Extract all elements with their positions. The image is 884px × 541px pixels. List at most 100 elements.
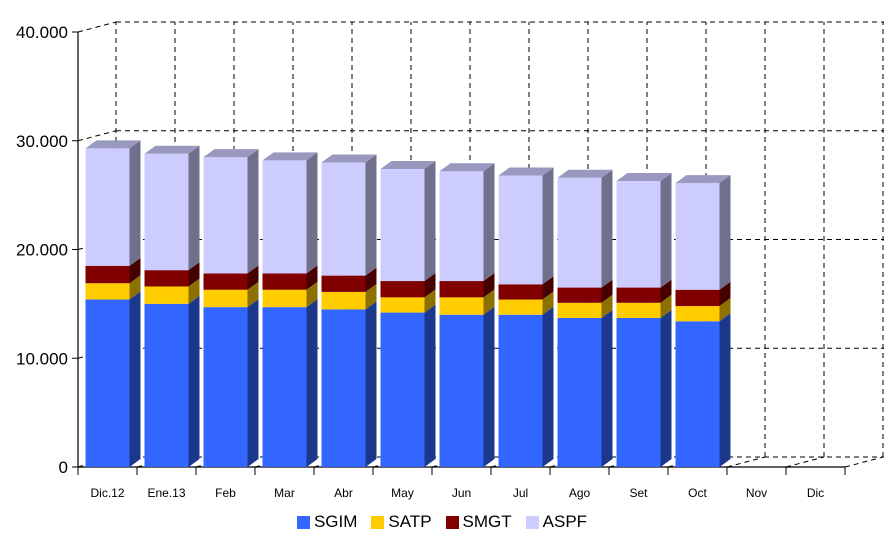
x-tick-label: Ago [569,486,591,500]
x-tick-label: Feb [215,486,236,500]
bar-aspf [439,171,484,282]
bar-top-aspf [498,167,554,176]
bar-smgt [498,284,543,300]
bar-aspf [321,162,366,276]
x-tick-label: Dic [807,486,824,500]
legend-label-satp: SATP [388,512,432,531]
grid-depth-line [77,21,117,33]
bar-aspf [675,183,720,290]
bar-side-aspf [306,152,318,274]
x-tick-label: Set [629,486,648,500]
bar-satp [321,291,366,310]
bar-side-aspf [483,163,495,282]
bar-satp [144,286,189,304]
x-tick-label: Mar [274,486,295,500]
legend-item-sgim: SGIM [296,512,358,532]
bar-side-satp [542,291,554,315]
bar-side-smgt [365,267,377,292]
bar-sgim [498,314,543,467]
bar-side-smgt [719,281,731,307]
legend-item-aspf: ASPF [525,512,587,532]
x-tick-label: Abr [334,486,353,500]
bar-satp [380,297,425,313]
bar-side-smgt [306,265,318,290]
bar-satp [616,302,661,319]
bar-aspf [203,157,248,274]
bar-side-aspf [129,140,141,266]
bar-side-satp [188,278,200,304]
bar-side-sgim [424,304,436,467]
bar-side-sgim [660,310,672,467]
bar-smgt [321,275,366,292]
bar-aspf [144,153,189,271]
bar-sgim [262,307,307,467]
bar-side-satp [306,281,318,308]
bar-side-sgim [306,299,318,467]
bar-side-sgim [601,310,613,467]
bar-satp [203,289,248,308]
floor-gridline [785,456,825,468]
y-tick-label: 30.000 [16,132,68,151]
bar-side-satp [660,294,672,319]
bar-aspf [85,148,130,266]
bar-sgim [557,318,602,467]
bar-smgt [675,289,720,307]
bar-top-aspf [262,152,318,161]
bar-side-smgt [542,276,554,300]
bar-aspf [380,169,425,282]
bar-side-satp [424,289,436,313]
bar-satp [262,289,307,308]
x-tick-label: Dic.12 [90,486,124,500]
bar-aspf [498,175,543,285]
bar-aspf [262,160,307,274]
bar-side-sgim [247,299,259,467]
bar-sgim [439,314,484,467]
x-tick-label: Ene.13 [147,486,185,500]
bar-top-aspf [616,172,672,181]
legend-item-smgt: SMGT [445,512,512,532]
x-tick-label: Jul [513,486,528,500]
bar-side-smgt [660,279,672,303]
bar-side-sgim [542,306,554,467]
bar-satp [675,306,720,322]
bar-side-aspf [601,169,613,288]
bar-top-aspf [203,149,259,158]
bar-side-smgt [601,279,613,303]
bar-smgt [85,265,130,284]
floor-gridline [726,456,766,468]
bar-side-aspf [365,154,377,276]
bar-aspf [616,180,661,288]
bar-smgt [616,287,661,303]
bar-sgim [203,307,248,467]
bar-side-sgim [483,306,495,467]
bar-satp [498,299,543,315]
legend-label-sgim: SGIM [313,512,358,531]
bar-side-smgt [247,265,259,290]
bar-satp [439,297,484,315]
bar-top-aspf [85,140,141,149]
bar-side-aspf [188,145,200,271]
x-tick-label: Jun [452,486,471,500]
x-tick-label: Nov [746,486,767,500]
bar-side-sgim [129,291,141,467]
bar-side-satp [719,298,731,322]
legend-swatch-aspf [525,515,539,529]
bar-top-aspf [439,163,495,172]
bar-side-aspf [424,161,436,282]
bar-top-aspf [675,175,731,184]
legend-swatch-sgim [296,515,310,529]
bar-sgim [380,312,425,467]
y-tick-label: 10.000 [16,349,68,368]
bar-smgt [144,270,189,287]
bar-smgt [380,281,425,298]
bar-side-aspf [247,149,259,274]
y-tick-label: 40.000 [16,23,68,42]
bar-sgim [321,309,366,467]
legend-label-smgt: SMGT [462,512,512,531]
bar-side-aspf [660,172,672,288]
bar-sgim [85,299,130,467]
legend-swatch-smgt [445,515,459,529]
legend-item-satp: SATP [371,512,432,532]
bar-satp [557,302,602,319]
